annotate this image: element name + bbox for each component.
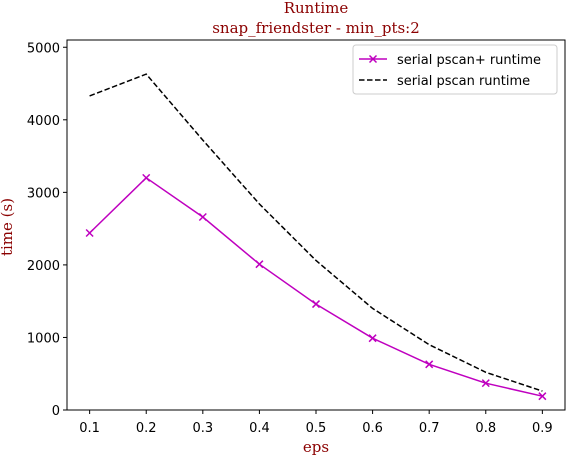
data-point-marker (538, 392, 547, 401)
legend-box (352, 44, 558, 95)
data-point-marker (85, 228, 94, 238)
data-point-marker (368, 334, 377, 343)
legend-label-pscan: serial pscan runtime (397, 74, 530, 89)
series-line-1 (89, 73, 543, 392)
series-line-0 (89, 176, 543, 397)
y-axis-label: time (s) (0, 198, 16, 256)
y-tick-label: 0 (52, 404, 60, 419)
legend-marker-pscan-plus (368, 54, 378, 64)
y-tick-label: 2000 (27, 259, 60, 274)
x-tick-label: 0.2 (136, 421, 157, 436)
data-point-marker (425, 360, 434, 369)
x-axis: 0.1 0.2 0.3 0.4 0.5 0.6 0.7 0.8 0.9 (79, 410, 553, 436)
x-tick-label: 0.1 (79, 421, 100, 436)
x-tick-label: 0.7 (419, 421, 440, 436)
data-point-marker (255, 260, 264, 269)
legend: serial pscan+ runtime serial pscan runti… (352, 44, 558, 95)
chart-title: Runtime (284, 0, 349, 17)
data-point-marker (311, 300, 321, 309)
y-tick-label: 5000 (27, 41, 60, 56)
x-tick-label: 0.5 (306, 421, 327, 436)
y-axis: 0 1000 2000 3000 4000 5000 (27, 41, 67, 419)
x-tick-label: 0.4 (249, 421, 270, 436)
plot-frame (66, 39, 566, 411)
data-point-marker (481, 379, 490, 388)
data-point-marker (198, 212, 207, 222)
y-tick-label: 3000 (27, 186, 60, 201)
chart-subtitle: snap_friendster - min_pts:2 (212, 19, 420, 37)
x-tick-label: 0.9 (532, 421, 553, 436)
x-tick-label: 0.6 (362, 421, 383, 436)
x-tick-label: 0.3 (192, 421, 213, 436)
x-axis-label: eps (303, 438, 329, 456)
x-tick-label: 0.8 (475, 421, 496, 436)
y-tick-label: 1000 (27, 331, 60, 346)
y-tick-label: 4000 (27, 114, 60, 129)
series-layer (85, 73, 547, 401)
legend-label-pscan-plus: serial pscan+ runtime (397, 53, 541, 68)
data-point-marker (142, 173, 151, 182)
